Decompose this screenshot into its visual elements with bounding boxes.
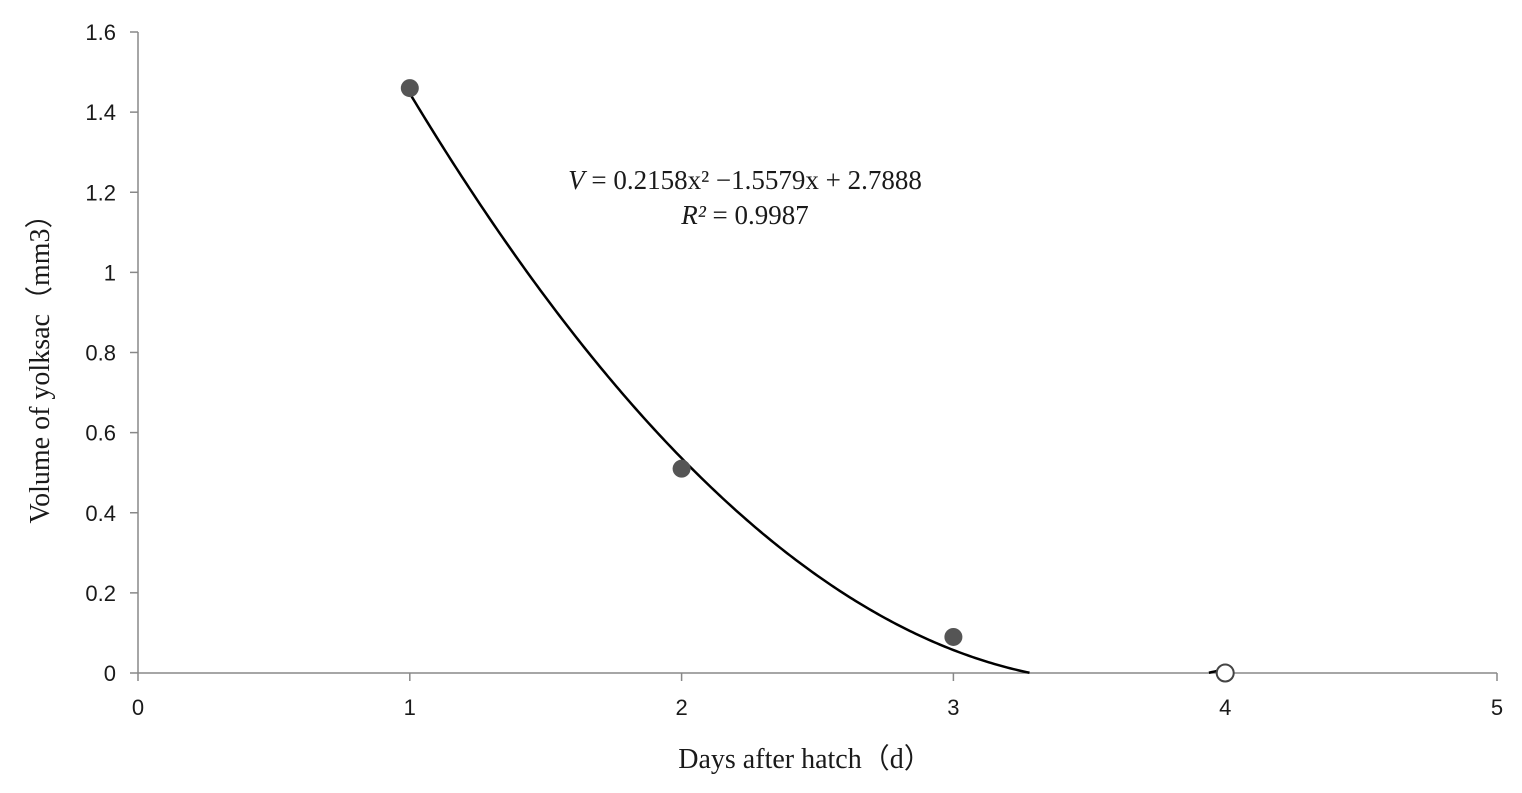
trendline-r2: R² = 0.9987 [680,200,809,230]
y-tick-label: 0 [104,661,116,686]
equation-rhs: = 0.2158x² −1.5579x + 2.7888 [585,165,922,195]
y-tick-label: 0.6 [85,421,116,446]
x-axis-ticks: 0 1 2 3 4 5 [132,673,1503,720]
y-tick-label: 1 [104,260,116,285]
y-axis-ticks: 0 0.2 0.4 0.6 0.8 1 1.2 1.4 1.6 [85,20,138,686]
data-point-filled [944,627,963,646]
data-point-open [1215,663,1235,683]
equation-lhs: V [568,165,588,195]
r2-value: = 0.9987 [706,200,809,230]
y-tick-label: 1.6 [85,20,116,45]
x-tick-label: 4 [1219,695,1231,720]
y-tick-label: 0.2 [85,581,116,606]
data-points [400,79,1235,683]
data-point-filled [400,79,419,98]
x-axis-title: Days after hatch（d） [678,743,931,775]
x-tick-label: 2 [675,695,687,720]
y-tick-label: 1.4 [85,100,116,125]
r2-label: R² [680,200,706,230]
data-point-filled [672,459,691,478]
x-tick-label: 1 [404,695,416,720]
x-tick-label: 5 [1491,695,1503,720]
y-axis-title: Volume of yolksac（mm3） [24,200,56,523]
trendline-equation: V = 0.2158x² −1.5579x + 2.7888 [568,165,922,195]
trendline [408,92,1030,675]
y-tick-label: 0.4 [85,501,116,526]
y-tick-label: 0.8 [85,341,116,366]
y-tick-label: 1.2 [85,180,116,205]
x-tick-label: 3 [947,695,959,720]
x-tick-label: 0 [132,695,144,720]
